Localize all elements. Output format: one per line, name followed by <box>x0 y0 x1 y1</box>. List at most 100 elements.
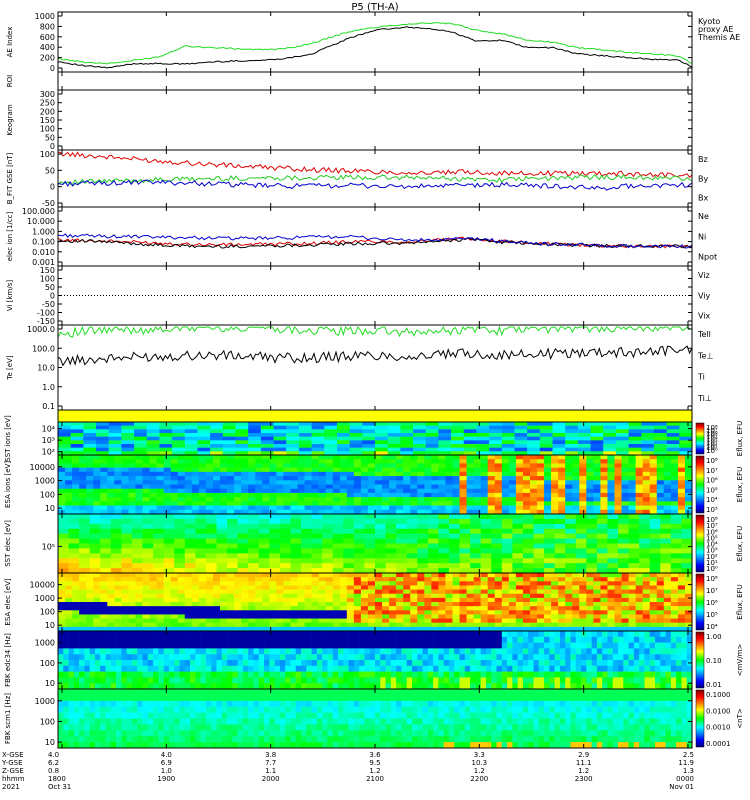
sst_elec-cell <box>448 568 460 574</box>
fbk_e-cell <box>422 660 429 667</box>
esa_ion-cell <box>424 480 432 485</box>
fbk_e-cell <box>147 677 154 684</box>
fbk_e-cell <box>227 654 233 661</box>
sst_ion-cell <box>615 440 629 445</box>
esa_elec-cell <box>593 573 601 578</box>
fbk_e-cell <box>501 660 508 667</box>
esa_elec-cell <box>572 593 580 599</box>
esa_elec-cell <box>403 610 411 615</box>
sst_ion-cell <box>197 436 211 441</box>
esa_ion-cell <box>156 467 164 473</box>
fbk_e-cell <box>464 636 471 643</box>
fbk_e-cell <box>517 654 524 661</box>
sst_elec-cell <box>470 563 481 569</box>
esa_ion-cell <box>367 467 376 473</box>
sst_elec-cell <box>533 553 545 559</box>
esa_elec-cell <box>382 626 390 632</box>
esa_ion-cell <box>389 505 397 511</box>
sst_ion-cell <box>362 433 376 437</box>
sst_elec-cell <box>628 563 640 569</box>
esa_elec-cell <box>607 602 615 607</box>
fbk_e-cell <box>369 631 376 638</box>
esa_elec-cell <box>227 606 235 611</box>
esa_ion-cell <box>269 459 277 464</box>
esa_elec-cell <box>522 593 531 599</box>
esa_ion-cell <box>522 505 531 511</box>
esa_ion-cell <box>163 467 172 473</box>
fbk_e-cell <box>575 631 582 638</box>
fbk_e-cell <box>348 631 355 638</box>
esa_ion-cell <box>128 492 136 498</box>
esa_ion-cell <box>353 492 362 498</box>
esa_elec-cell <box>191 618 200 624</box>
esa_elec-cell <box>220 626 228 632</box>
sst_elec-cell <box>554 568 566 574</box>
sst_elec-cell <box>681 533 693 539</box>
sst_elec-cell <box>512 553 524 559</box>
esa_ion-cell <box>670 467 679 473</box>
fbk_e-cell <box>496 631 503 638</box>
esa_elec-cell <box>100 593 108 599</box>
esa_elec-cell <box>635 606 643 611</box>
fbk_e-cell <box>359 642 365 649</box>
fbk_e-cell <box>491 631 497 638</box>
esa_elec-cell <box>382 618 390 624</box>
esa_elec-cell <box>382 602 390 607</box>
esa_elec-cell <box>360 589 369 595</box>
esa_elec-cell <box>191 577 200 582</box>
fbk_e-cell <box>565 665 571 672</box>
fbk_e-cell <box>496 648 503 655</box>
fbk_e-cell <box>665 660 672 667</box>
esa_elec-cell <box>163 581 172 586</box>
sst_elec-cell <box>375 558 386 564</box>
esa_elec-cell <box>255 626 263 632</box>
sst_ion-cell <box>210 436 224 441</box>
fbk_e-cell <box>179 677 186 684</box>
esa_ion-cell <box>212 509 221 515</box>
fbk_e-cell <box>670 631 677 638</box>
sst_elec-cell <box>100 523 112 530</box>
sst_ion-cell <box>438 451 452 456</box>
esa_elec-cell <box>593 589 601 595</box>
sst_elec-cell <box>364 538 376 544</box>
fbk_e-cell <box>565 683 571 690</box>
sst_elec-cell <box>385 553 397 559</box>
sst_ion-cell <box>336 444 350 448</box>
esa_elec-cell <box>290 610 298 615</box>
fbk_e-cell <box>401 677 407 684</box>
esa_elec-cell <box>269 614 277 619</box>
fbk_e-cell <box>269 631 275 638</box>
sst_elec-cell <box>121 518 133 525</box>
esa_ion-cell <box>522 480 531 485</box>
sst_ion-cell <box>603 425 617 430</box>
fbk_e-cell <box>375 660 381 667</box>
esa_ion-cell <box>114 471 122 477</box>
esa_ion-cell <box>396 501 404 506</box>
esa_ion-cell <box>290 492 298 498</box>
esa_elec-cell <box>396 593 404 599</box>
esa_ion-cell <box>508 463 517 468</box>
sst_ion-cell <box>679 436 693 441</box>
fbk_e-cell <box>168 671 175 678</box>
esa_elec-cell <box>431 593 439 599</box>
esa_elec-cell <box>79 593 87 599</box>
esa_elec-cell <box>212 618 221 624</box>
esa_ion-cell <box>579 501 587 506</box>
esa_elec-cell <box>635 589 643 595</box>
fbk_e-cell <box>285 660 291 667</box>
esa_elec-cell <box>487 622 496 628</box>
esa_elec-cell <box>558 610 566 615</box>
esa_ion-cell <box>677 492 686 498</box>
esa_elec-cell <box>558 573 566 578</box>
sst_elec-cell <box>58 568 69 574</box>
esa_ion-cell <box>212 492 221 498</box>
esa_ion-cell <box>283 492 291 498</box>
esa_elec-cell <box>79 602 87 607</box>
esa_elec-cell <box>325 593 334 599</box>
fbk_e-cell <box>623 648 629 655</box>
fbk_e-cell <box>221 677 228 684</box>
fbk_e-cell <box>348 642 355 649</box>
sst_ion-cell <box>58 429 71 434</box>
esa_ion-cell <box>593 484 601 490</box>
fbk_e-cell <box>422 631 429 638</box>
